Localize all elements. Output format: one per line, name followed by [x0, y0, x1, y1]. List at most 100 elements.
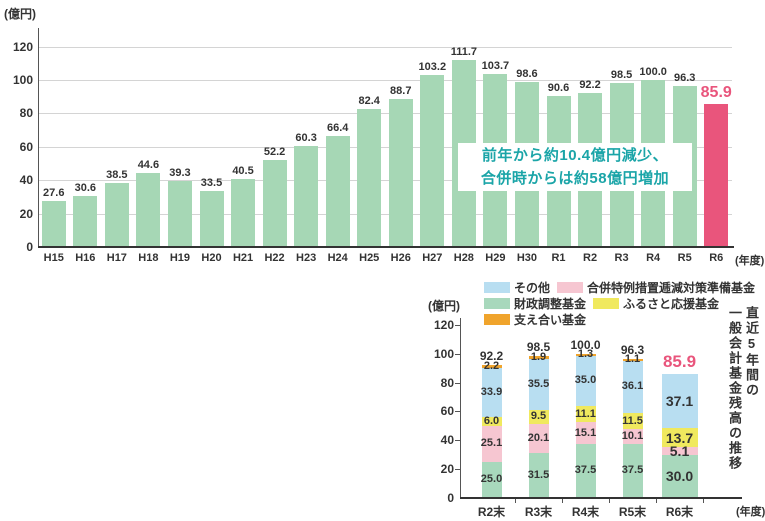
- legend-item: ふるさと応援基金: [593, 295, 719, 312]
- segment-R6末: [661, 454, 698, 498]
- legend-row: その他 合併特例措置逓減対策準備基金: [484, 280, 755, 295]
- sub-y-tick: [455, 469, 460, 471]
- value-label-R5: 96.3: [673, 72, 696, 85]
- sub-y-tick-label: 60: [440, 404, 454, 419]
- gridline: [38, 113, 732, 115]
- segment-label-R4末: 1.3: [577, 348, 594, 361]
- legend-swatch-icon: [557, 282, 584, 293]
- y-tick-label: 40: [19, 173, 33, 188]
- x-tick-label-R4: R4: [646, 252, 661, 264]
- bar-H26: [388, 98, 413, 247]
- segment-label-R3末: 1.9: [530, 350, 547, 363]
- legend-item: 支え合い基金: [484, 311, 586, 328]
- value-label-R3: 98.5: [610, 68, 633, 81]
- bar-H27: [420, 74, 445, 247]
- segment-R2末: [481, 417, 502, 426]
- total-label-R3末: 98.5: [526, 339, 551, 354]
- segment-R4末: [575, 443, 596, 498]
- segment-R4末: [575, 406, 596, 423]
- segment-R5末: [622, 412, 643, 430]
- segment-label-R4末: 15.1: [574, 426, 597, 439]
- x-tick-label-R6: R6: [709, 252, 724, 264]
- legend-label: 財政調整基金: [514, 297, 587, 311]
- x-tick-label-H24: H24: [327, 252, 348, 264]
- legend-swatch-icon: [593, 298, 620, 309]
- x-tick-label-H26: H26: [390, 252, 411, 264]
- segment-label-R6末: 13.7: [665, 429, 694, 446]
- value-label-H22: 52.2: [263, 145, 286, 158]
- segment-R3末: [528, 452, 549, 498]
- sub-x-tick-label-R4末: R4末: [571, 505, 600, 519]
- segment-R3末: [528, 355, 549, 359]
- x-tick-label-R1: R1: [551, 252, 566, 264]
- y-tick-label: 60: [19, 139, 33, 154]
- segment-label-R2末: 33.9: [480, 386, 503, 399]
- sub-chart-unit-label: (億円): [428, 299, 460, 313]
- legend-row: 財政調整基金 ふるさと応援基金: [484, 296, 719, 311]
- value-label-H15: 27.6: [43, 186, 65, 199]
- legend-item: 合併特例措置逓減対策準備基金: [557, 279, 755, 296]
- segment-R2末: [481, 365, 502, 369]
- x-axis: [38, 246, 734, 248]
- value-label-H17: 38.5: [106, 168, 128, 181]
- total-label-R4末: 100.0: [570, 337, 601, 352]
- main-chart-year-label: (年度): [735, 255, 765, 267]
- legend-label: 合併特例措置逓減対策準備基金: [587, 281, 756, 295]
- segment-R4末: [575, 355, 596, 407]
- segment-R3末: [528, 423, 549, 453]
- legend-label: その他: [514, 281, 551, 295]
- segment-label-R2末: 25.1: [480, 437, 503, 450]
- legend-item: その他: [484, 279, 550, 296]
- bar-H15: [41, 200, 66, 247]
- segment-label-R5末: 11.5: [622, 414, 643, 427]
- legend-item: 財政調整基金: [484, 295, 586, 312]
- segment-label-R2末: 6.0: [483, 414, 500, 427]
- value-label-H18: 44.6: [137, 158, 160, 171]
- gridline: [38, 46, 732, 48]
- gridline: [38, 180, 732, 182]
- x-tick-label-H17: H17: [106, 252, 127, 264]
- legend-row: 支え合い基金: [484, 312, 586, 327]
- x-tick-label-H23: H23: [296, 252, 317, 264]
- y-axis: [38, 28, 39, 248]
- main-chart-unit-label: (億円): [4, 7, 36, 21]
- sub-y-tick-label: 0: [447, 491, 454, 505]
- value-label-R4: 100.0: [639, 66, 667, 78]
- sub-x-tick: [515, 499, 516, 503]
- x-tick-label-H25: H25: [359, 252, 380, 264]
- x-tick-label-R2: R2: [583, 252, 598, 264]
- bar-H18: [136, 172, 161, 247]
- x-tick-label-H21: H21: [232, 252, 254, 264]
- sub-y-tick-label: 20: [440, 462, 454, 477]
- value-label-R6: 85.9: [700, 83, 732, 101]
- segment-label-R3末: 35.5: [527, 377, 550, 390]
- value-label-H16: 30.6: [74, 181, 97, 194]
- segment-R2末: [481, 368, 502, 418]
- legend-swatch-icon: [484, 282, 510, 293]
- sub-x-tick-label-R3末: R3末: [524, 505, 553, 519]
- value-label-H25: 82.4: [358, 95, 380, 108]
- sub-y-axis: [460, 318, 461, 499]
- sub-x-tick: [562, 499, 563, 503]
- value-label-H24: 66.4: [326, 122, 349, 135]
- segment-label-R3末: 20.1: [527, 431, 550, 444]
- value-label-H27: 103.2: [418, 60, 447, 73]
- sub-x-tick: [703, 499, 704, 503]
- value-label-H26: 88.7: [390, 84, 412, 97]
- sub-y-tick: [455, 440, 460, 442]
- bar-H20: [199, 191, 224, 247]
- x-tick-label-H15: H15: [43, 252, 64, 264]
- value-label-H30: 98.6: [516, 68, 538, 81]
- segment-R2末: [481, 425, 502, 462]
- segment-R2末: [481, 461, 502, 498]
- figure-title-line2: 一般会計基金残高の推移: [727, 306, 742, 471]
- bar-H25: [357, 109, 382, 247]
- x-tick-label-R3: R3: [614, 252, 629, 264]
- segment-label-R4末: 11.1: [575, 407, 596, 420]
- segment-R5末: [622, 429, 643, 444]
- sub-y-tick-label: 100: [433, 346, 454, 361]
- legend-swatch-icon: [484, 298, 510, 309]
- segment-label-R6末: 37.1: [665, 392, 694, 409]
- sub-y-tick: [455, 382, 460, 384]
